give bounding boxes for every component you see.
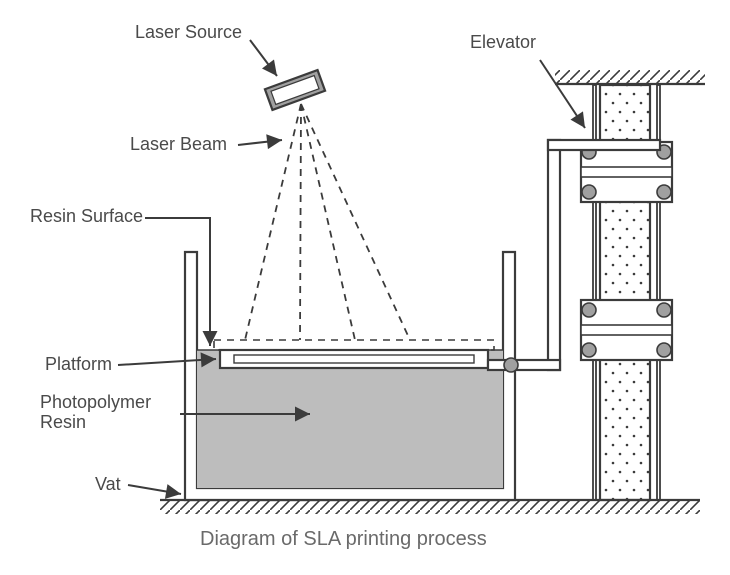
vat-label-text: Vat <box>95 474 121 494</box>
elevator-carriage-1 <box>581 300 672 360</box>
caption: Diagram of SLA printing process <box>200 528 487 550</box>
laser-beams <box>245 104 410 340</box>
elevator-label-text: Elevator <box>470 32 536 52</box>
photopolymer-resin-text-2: Resin <box>40 412 86 432</box>
platform-label-text: Platform <box>45 354 112 374</box>
laser-source <box>265 70 325 110</box>
resin-surface-text: Resin Surface <box>30 206 143 226</box>
laser-source-label: Laser Source <box>135 22 277 76</box>
resin-surface-label: Resin Surface <box>30 206 210 346</box>
laser-source-label-text: Laser Source <box>135 22 242 42</box>
laser-beam-label-text: Laser Beam <box>130 134 227 154</box>
vat-label: Vat <box>95 474 181 494</box>
photopolymer-resin <box>197 350 503 488</box>
vat <box>185 252 515 500</box>
ceiling-anchor <box>555 70 705 84</box>
platform <box>214 340 494 368</box>
ground <box>160 500 700 514</box>
photopolymer-resin-text-1: Photopolymer <box>40 392 151 412</box>
laser-beam-label: Laser Beam <box>130 134 282 154</box>
